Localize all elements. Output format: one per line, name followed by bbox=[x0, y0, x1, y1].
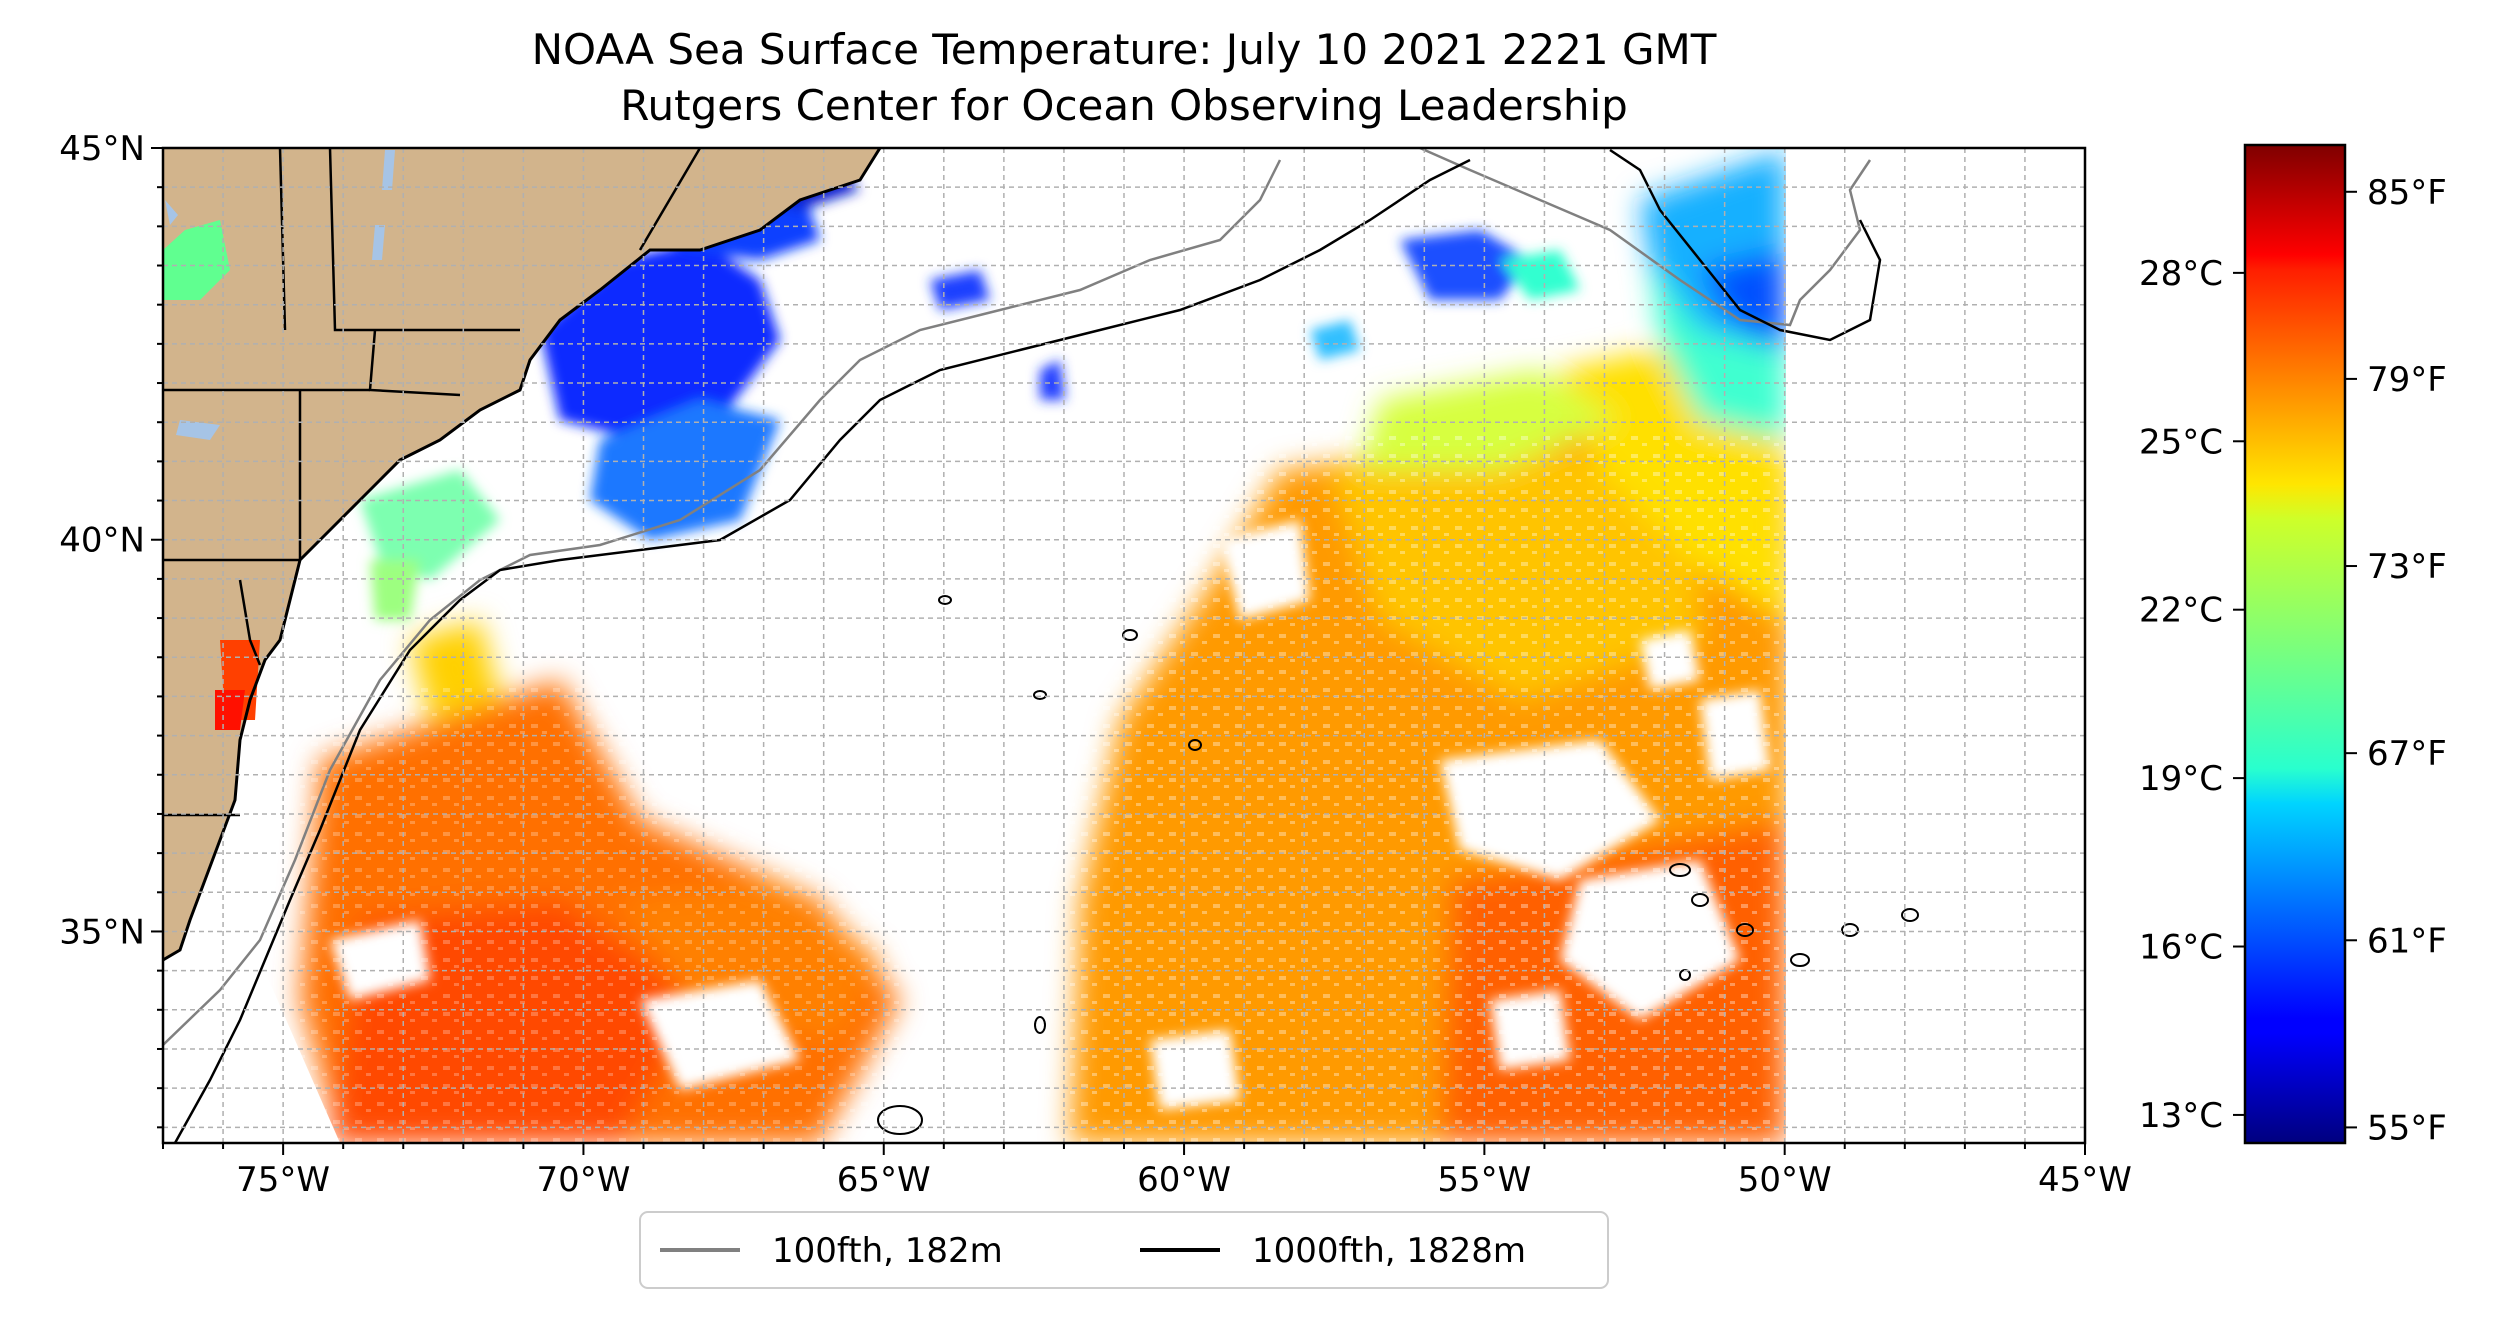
colorbar-fahrenheit-label: 85°F bbox=[2367, 173, 2447, 213]
colorbar-celsius-label: 25°C bbox=[2139, 422, 2223, 462]
title-line-2: Rutgers Center for Ocean Observing Leade… bbox=[620, 81, 1628, 130]
lat-tick-label: 45°N bbox=[59, 129, 145, 169]
legend-label-1000fth: 1000fth, 1828m bbox=[1252, 1231, 1526, 1271]
latitude-axis: 35°N 40°N 45°N bbox=[59, 129, 163, 1129]
colorbar-celsius-label: 16°C bbox=[2139, 928, 2223, 968]
lakes bbox=[165, 150, 395, 440]
title-line-1: NOAA Sea Surface Temperature: July 10 20… bbox=[532, 25, 1717, 74]
state-borders bbox=[163, 148, 702, 817]
colorbar-fahrenheit-label: 67°F bbox=[2367, 734, 2447, 774]
lon-tick-label: 75°W bbox=[236, 1160, 330, 1200]
colorbar-celsius-label: 28°C bbox=[2139, 254, 2223, 294]
colorbar-celsius-ticks: 13°C 16°C 19°C 22°C 25°C 28°C bbox=[2139, 254, 2245, 1136]
lon-tick-label: 45°W bbox=[2038, 1160, 2132, 1200]
lon-tick-label: 55°W bbox=[1437, 1160, 1531, 1200]
lon-tick-label: 60°W bbox=[1137, 1160, 1231, 1200]
longitude-axis: 75°W 70°W 65°W 60°W 55°W 50°W 45°W bbox=[162, 1143, 2132, 1200]
colorbar: 13°C 16°C 19°C 22°C 25°C 28°C 55°F 61°F 67°F 73°… bbox=[2139, 143, 2447, 1148]
colorbar-celsius-label: 19°C bbox=[2139, 759, 2223, 799]
colorbar-gradient bbox=[2243, 143, 2347, 1145]
isobath-1000fth bbox=[173, 148, 1882, 1143]
gridlines bbox=[163, 148, 2085, 1143]
colorbar-fahrenheit-label: 55°F bbox=[2367, 1108, 2447, 1148]
colorbar-celsius-label: 13°C bbox=[2139, 1096, 2223, 1136]
seamounts bbox=[877, 595, 1919, 1135]
lon-tick-label: 65°W bbox=[837, 1160, 931, 1200]
colorbar-fahrenheit-label: 61°F bbox=[2367, 921, 2447, 961]
sst-field bbox=[163, 148, 2085, 1143]
lon-tick-label: 50°W bbox=[1738, 1160, 1832, 1200]
legend-box bbox=[639, 1211, 1609, 1289]
colorbar-fahrenheit-ticks: 55°F 61°F 67°F 73°F 79°F 85°F bbox=[2345, 173, 2447, 1148]
colorbar-fahrenheit-label: 79°F bbox=[2367, 360, 2447, 400]
lat-tick-label: 35°N bbox=[59, 912, 145, 952]
map-panel bbox=[163, 148, 2085, 1143]
lat-tick-label: 40°N bbox=[59, 521, 145, 561]
legend-label-100fth: 100fth, 182m bbox=[772, 1231, 1003, 1271]
legend: 100fth, 182m 1000fth, 1828m bbox=[639, 1211, 1609, 1289]
colorbar-fahrenheit-label: 73°F bbox=[2367, 547, 2447, 587]
colorbar-celsius-label: 22°C bbox=[2139, 591, 2223, 631]
lon-tick-label: 70°W bbox=[536, 1160, 630, 1200]
